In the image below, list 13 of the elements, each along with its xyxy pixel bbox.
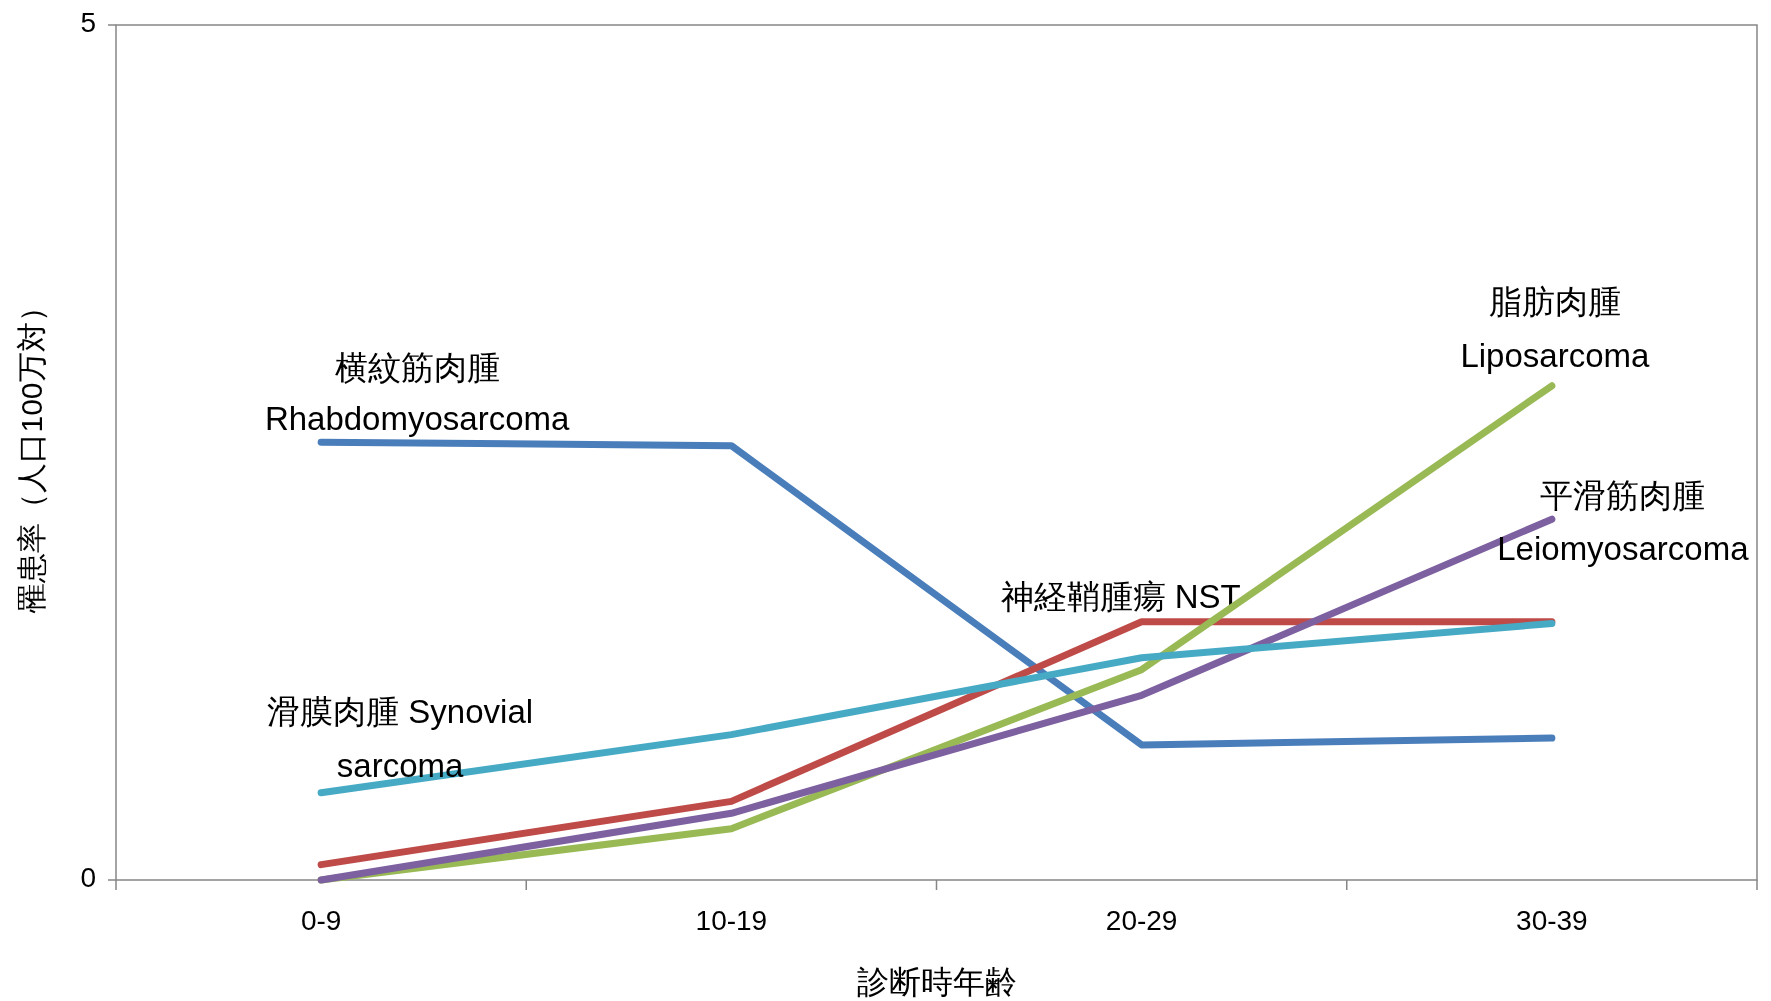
x-tick-label: 10-19	[695, 905, 768, 936]
x-tick-label: 0-9	[300, 905, 342, 936]
series-label: 滑膜肉腫 Synovial sarcoma	[267, 692, 534, 784]
x-axis-title: 診断時年齢	[856, 964, 1017, 1000]
y-tick-label: 0	[80, 862, 96, 894]
y-tick-label: 5	[80, 7, 96, 39]
series-label: 脂肪肉腫 Liposarcoma	[1460, 282, 1650, 374]
x-tick-label: 30-39	[1516, 905, 1588, 936]
series-label: 平滑筋肉腫 Leiomyosarcoma	[1497, 476, 1750, 567]
series-label: 横紋筋肉腫 Rhabdomyosarcoma	[264, 348, 571, 437]
x-tick-label: 20-29	[1105, 905, 1178, 936]
series-label: 神経鞘腫瘍 NST	[1000, 577, 1241, 615]
y-axis-title: 罹患率（人口100万対）	[15, 292, 48, 614]
